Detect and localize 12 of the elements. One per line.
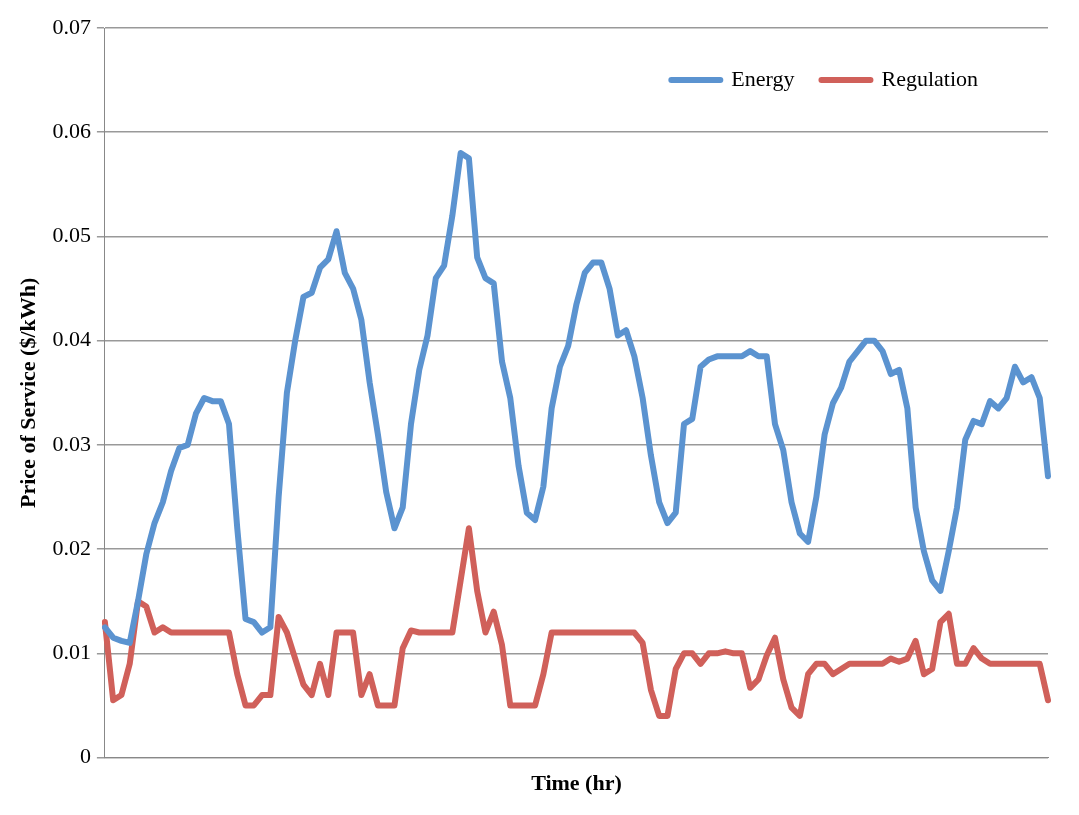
- y-axis-title: Price of Service ($/kWh): [14, 277, 40, 508]
- y-tick-label: 0.02: [52, 534, 91, 560]
- y-tick-label: 0: [79, 743, 91, 769]
- y-tick-label: 0.01: [52, 639, 91, 665]
- y-tick-label: 0.05: [52, 222, 91, 248]
- y-tick-label: 0.03: [52, 430, 91, 456]
- x-axis-title: Time (hr): [531, 770, 622, 796]
- legend-label: Regulation: [881, 65, 979, 91]
- legend-label: Energy: [731, 65, 795, 91]
- y-tick-label: 0.06: [52, 118, 91, 144]
- y-tick-label: 0.04: [52, 326, 91, 352]
- y-tick-label: 0.07: [52, 13, 91, 39]
